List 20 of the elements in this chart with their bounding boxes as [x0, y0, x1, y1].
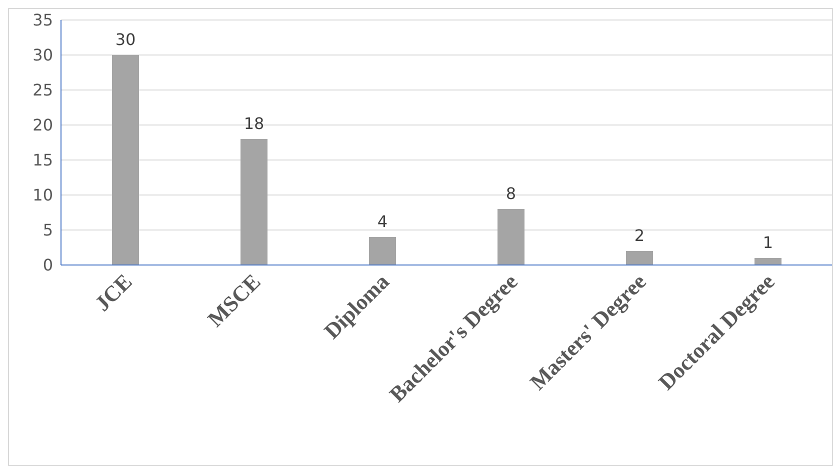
- y-tick-label: 20: [32, 116, 53, 135]
- y-tick-label: 25: [32, 80, 53, 100]
- y-tick-label: 30: [32, 46, 53, 65]
- bar: [626, 251, 653, 265]
- y-tick-label: 35: [32, 10, 53, 30]
- data-label: 18: [244, 114, 264, 133]
- bar: [369, 237, 396, 265]
- data-label: 1: [762, 233, 774, 252]
- data-label: 4: [377, 212, 388, 231]
- y-tick-label: 15: [32, 150, 53, 170]
- bar: [240, 139, 268, 265]
- y-tick-label: 0: [42, 256, 53, 275]
- data-label: 2: [634, 226, 645, 245]
- bar: [112, 55, 139, 265]
- data-label: 8: [506, 184, 516, 203]
- y-tick-label: 5: [42, 220, 53, 240]
- bar: [498, 209, 524, 265]
- bar: [754, 258, 782, 265]
- data-label: 30: [115, 30, 136, 49]
- y-tick-label: 10: [32, 186, 53, 205]
